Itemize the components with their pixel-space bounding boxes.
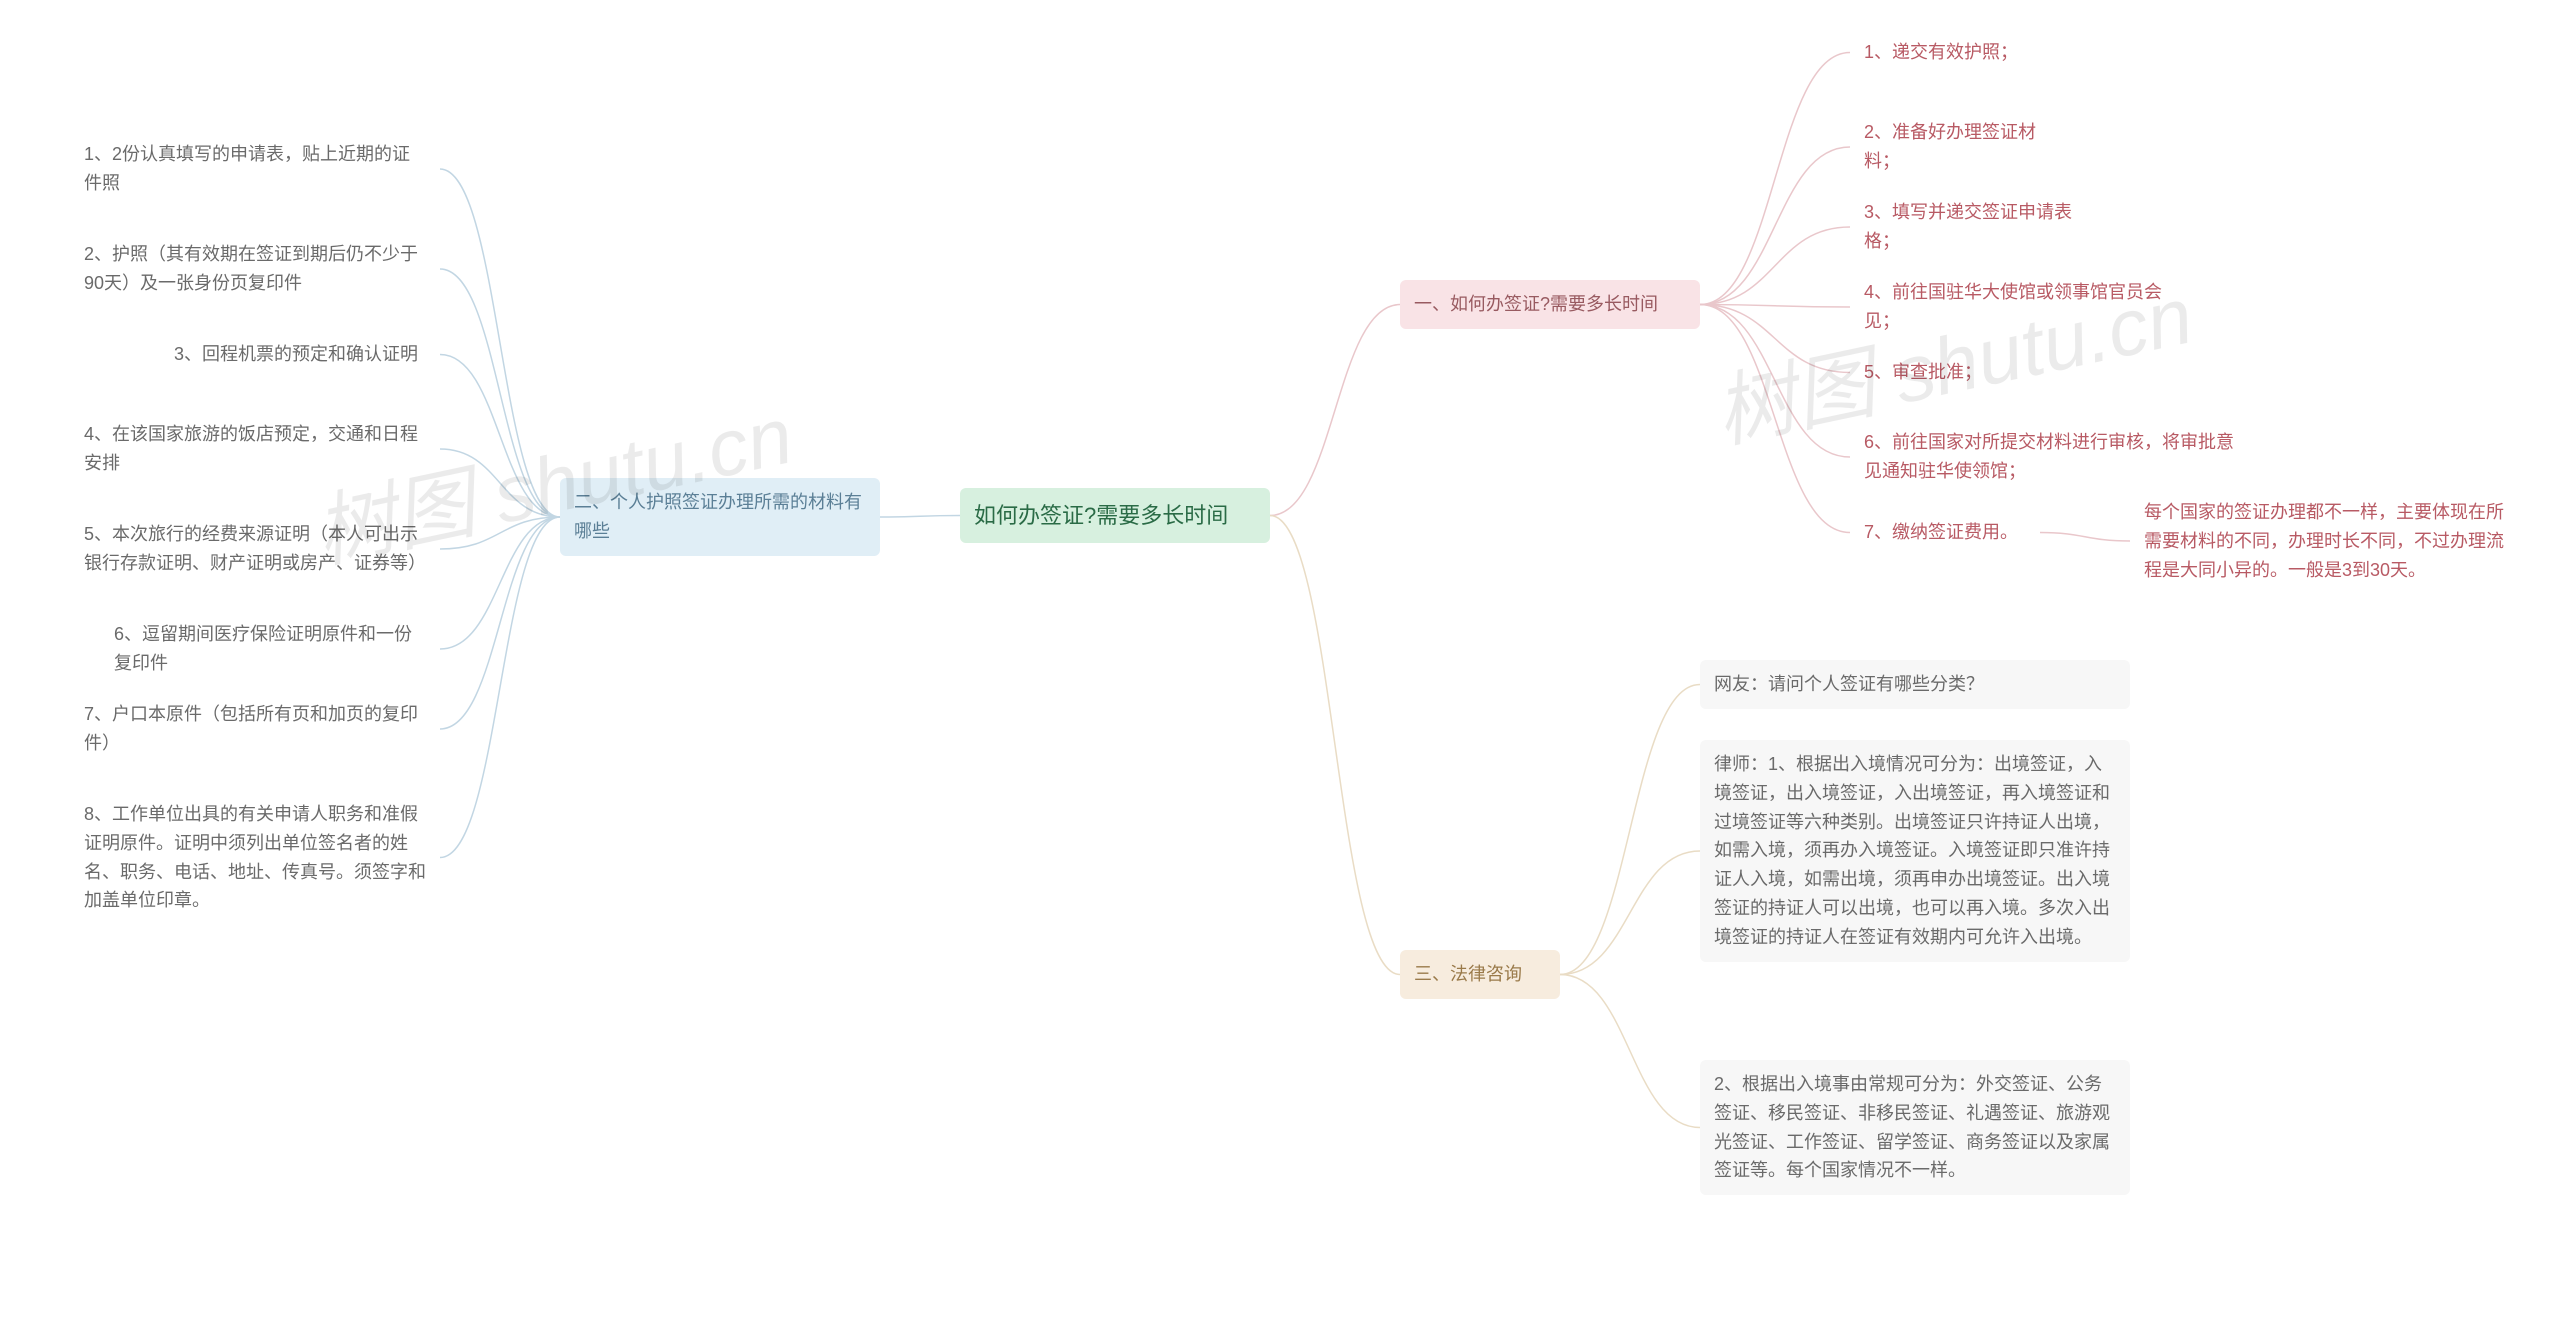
leaf-node: 1、递交有效护照； xyxy=(1850,28,2050,77)
leaf-node: 3、填写并递交签证申请表格； xyxy=(1850,188,2120,266)
leaf-node: 7、户口本原件（包括所有页和加页的复印件） xyxy=(70,690,440,768)
leaf-node: 6、前往国家对所提交材料进行审核，将审批意见通知驻华使领馆； xyxy=(1850,418,2250,496)
leaf-node: 2、护照（其有效期在签证到期后仍不少于90天）及一张身份页复印件 xyxy=(70,230,440,308)
leaf-node: 2、根据出入境事由常规可分为：外交签证、公务签证、移民签证、非移民签证、礼遇签证… xyxy=(1700,1060,2130,1195)
branch-node: 三、法律咨询 xyxy=(1400,950,1560,999)
leaf-node: 5、审查批准； xyxy=(1850,348,2010,397)
leaf-node: 1、2份认真填写的申请表，贴上近期的证件照 xyxy=(70,130,440,208)
branch-node: 二、个人护照签证办理所需的材料有哪些 xyxy=(560,478,880,556)
root-node: 如何办签证?需要多长时间 xyxy=(960,488,1270,543)
leaf-node: 6、逗留期间医疗保险证明原件和一份复印件 xyxy=(100,610,440,688)
leaf-node: 5、本次旅行的经费来源证明（本人可出示银行存款证明、财产证明或房产、证券等） xyxy=(70,510,440,588)
leaf-node: 网友：请问个人签证有哪些分类？ xyxy=(1700,660,2130,709)
leaf-node: 7、缴纳签证费用。 xyxy=(1850,508,2040,557)
leaf-node: 4、前往国驻华大使馆或领事馆官员会见； xyxy=(1850,268,2210,346)
leaf-node: 每个国家的签证办理都不一样，主要体现在所需要材料的不同，办理时长不同，不过办理流… xyxy=(2130,488,2530,594)
leaf-node: 2、准备好办理签证材料； xyxy=(1850,108,2080,186)
branch-node: 一、如何办签证?需要多长时间 xyxy=(1400,280,1700,329)
leaf-node: 律师：1、根据出入境情况可分为：出境签证，入境签证，出入境签证，入出境签证，再入… xyxy=(1700,740,2130,962)
leaf-node: 3、回程机票的预定和确认证明 xyxy=(160,330,440,379)
leaf-node: 8、工作单位出具的有关申请人职务和准假证明原件。证明中须列出单位签名者的姓名、职… xyxy=(70,790,440,925)
leaf-node: 4、在该国家旅游的饭店预定，交通和日程安排 xyxy=(70,410,440,488)
